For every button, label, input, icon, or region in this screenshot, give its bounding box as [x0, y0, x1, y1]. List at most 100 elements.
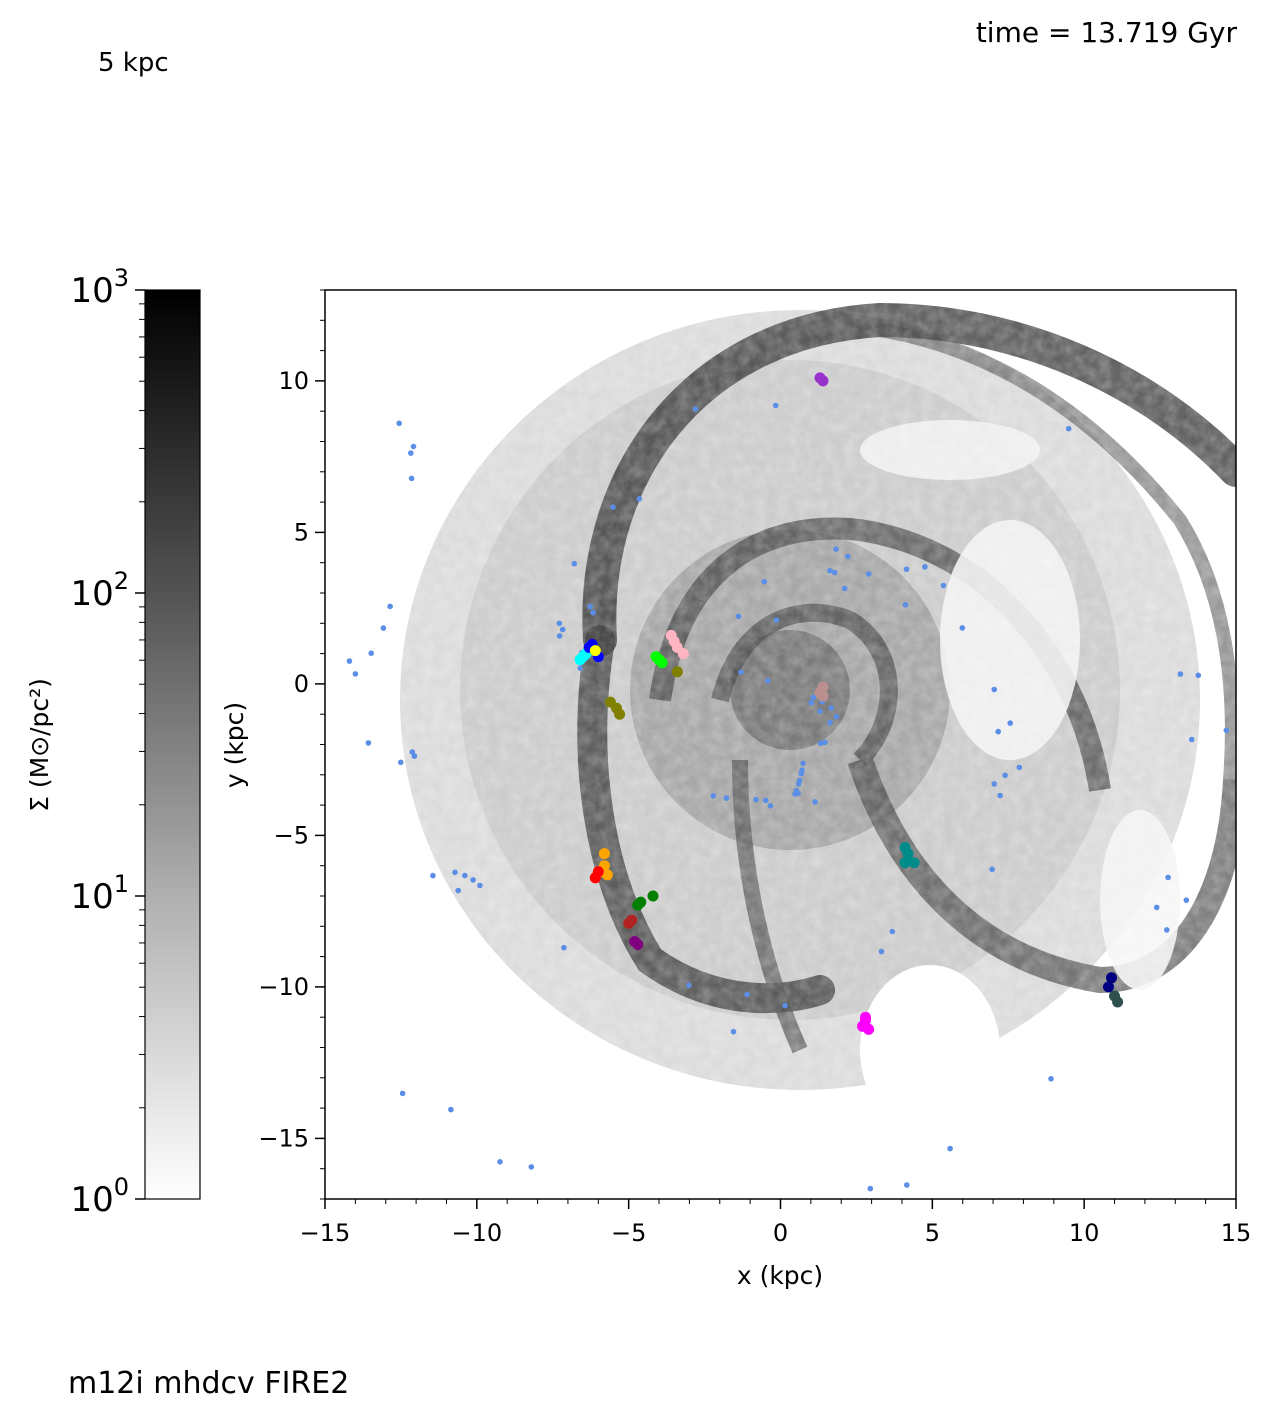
colorbar: 100 101 102 103 Σ (M⊙/pc²) — [25, 264, 201, 1220]
x-tick-label: 10 — [1069, 1219, 1100, 1247]
star-particle — [387, 603, 393, 610]
colorbar-tick-label: 101 — [70, 870, 129, 917]
star-particle — [866, 571, 872, 577]
star-particle — [904, 1182, 910, 1188]
star-cluster — [629, 936, 644, 950]
star-particle — [765, 678, 771, 684]
x-tick-label: −5 — [611, 1219, 646, 1247]
star-particle — [1153, 904, 1160, 911]
star-particle — [410, 443, 417, 450]
cluster-point — [857, 1020, 868, 1032]
star-particle — [710, 793, 717, 799]
plot-area: −15 −10 −5 0 5 10 15 −15 −10 −5 0 5 10 x (kpc) y (k… — [220, 289, 1252, 1290]
cluster-point — [626, 914, 638, 926]
star-particle — [753, 796, 759, 803]
cluster-point — [677, 648, 689, 660]
colorbar-gradient — [144, 289, 201, 1200]
cluster-point — [668, 636, 680, 647]
star-particle — [878, 948, 885, 955]
y-tick-label: 5 — [294, 518, 309, 546]
star-particle — [763, 797, 769, 804]
star-particle — [452, 869, 458, 876]
star-particle — [828, 705, 835, 711]
cluster-point — [635, 896, 647, 908]
star-particle — [808, 699, 814, 706]
star-cluster — [1103, 972, 1117, 993]
star-particle — [827, 567, 833, 574]
cluster-point — [592, 866, 604, 878]
star-particle — [817, 740, 824, 747]
star-particle — [368, 650, 375, 656]
star-cluster — [814, 681, 829, 702]
star-cluster — [604, 666, 683, 720]
star-particle — [1016, 764, 1023, 771]
star-particle — [590, 609, 596, 616]
star-particle — [408, 450, 414, 456]
star-cluster — [814, 372, 829, 387]
time-label: time = 13.719 Gyr — [975, 16, 1237, 49]
star-particle — [922, 564, 928, 570]
star-particle — [365, 740, 372, 746]
star-particle — [1183, 897, 1190, 903]
star-particle — [455, 887, 462, 894]
star-particle — [773, 617, 780, 623]
star-particle — [723, 795, 730, 801]
cluster-point — [814, 372, 826, 384]
star-cluster — [899, 842, 920, 869]
star-particle — [686, 982, 692, 989]
y-tick-label: −10 — [258, 973, 309, 1001]
star-particle — [991, 781, 997, 787]
star-particle — [556, 633, 563, 639]
star-particle — [867, 1185, 874, 1192]
star-particle — [1165, 874, 1171, 881]
star-particle — [1188, 736, 1195, 743]
cluster-point — [817, 690, 829, 702]
y-axis-ticks: −15 −10 −5 0 5 10 — [258, 289, 325, 1200]
y-tick-label: 0 — [294, 670, 309, 698]
star-particle — [989, 866, 995, 873]
star-particle — [571, 560, 578, 567]
star-particle — [795, 781, 802, 787]
star-particle — [997, 792, 1003, 799]
star-particle — [528, 1164, 535, 1170]
star-particle — [903, 566, 910, 572]
star-particle — [1065, 425, 1072, 432]
star-particle — [1048, 1076, 1054, 1082]
star-particle — [845, 553, 851, 560]
star-cluster — [632, 890, 659, 911]
star-particle — [346, 658, 353, 664]
star-particle — [735, 613, 742, 620]
x-axis-label: x (kpc) — [737, 1261, 823, 1290]
star-particle — [1223, 727, 1230, 734]
star-clusters — [574, 372, 1124, 1035]
x-tick-label: −10 — [452, 1219, 503, 1247]
star-particle — [812, 799, 818, 805]
star-particle — [800, 760, 806, 767]
star-particle — [744, 991, 750, 998]
star-particle — [692, 406, 699, 412]
star-particle — [1177, 671, 1184, 677]
star-cluster — [857, 1011, 875, 1035]
cluster-point — [614, 708, 626, 720]
y-tick-label: −15 — [258, 1124, 309, 1152]
star-particle — [798, 770, 805, 777]
x-tick-label: 15 — [1221, 1219, 1252, 1247]
star-particle — [810, 694, 817, 701]
star-particles — [346, 402, 1230, 1192]
y-tick-label: 10 — [278, 367, 309, 395]
x-axis-ticks: −15 −10 −5 0 5 10 15 — [300, 1199, 1252, 1247]
star-particle — [792, 791, 798, 797]
star-particle — [1195, 672, 1202, 679]
star-particle — [782, 1002, 788, 1009]
star-particle — [822, 739, 828, 746]
y-tick-label: −5 — [274, 821, 309, 849]
star-cluster — [665, 629, 689, 660]
star-particle — [767, 803, 774, 809]
colorbar-tick-label: 102 — [70, 567, 129, 614]
star-cluster — [1109, 990, 1124, 1008]
star-particle — [833, 713, 840, 720]
star-particle — [761, 578, 767, 585]
star-particle — [399, 1090, 406, 1097]
colorbar-label: Σ (M⊙/pc²) — [25, 678, 54, 812]
